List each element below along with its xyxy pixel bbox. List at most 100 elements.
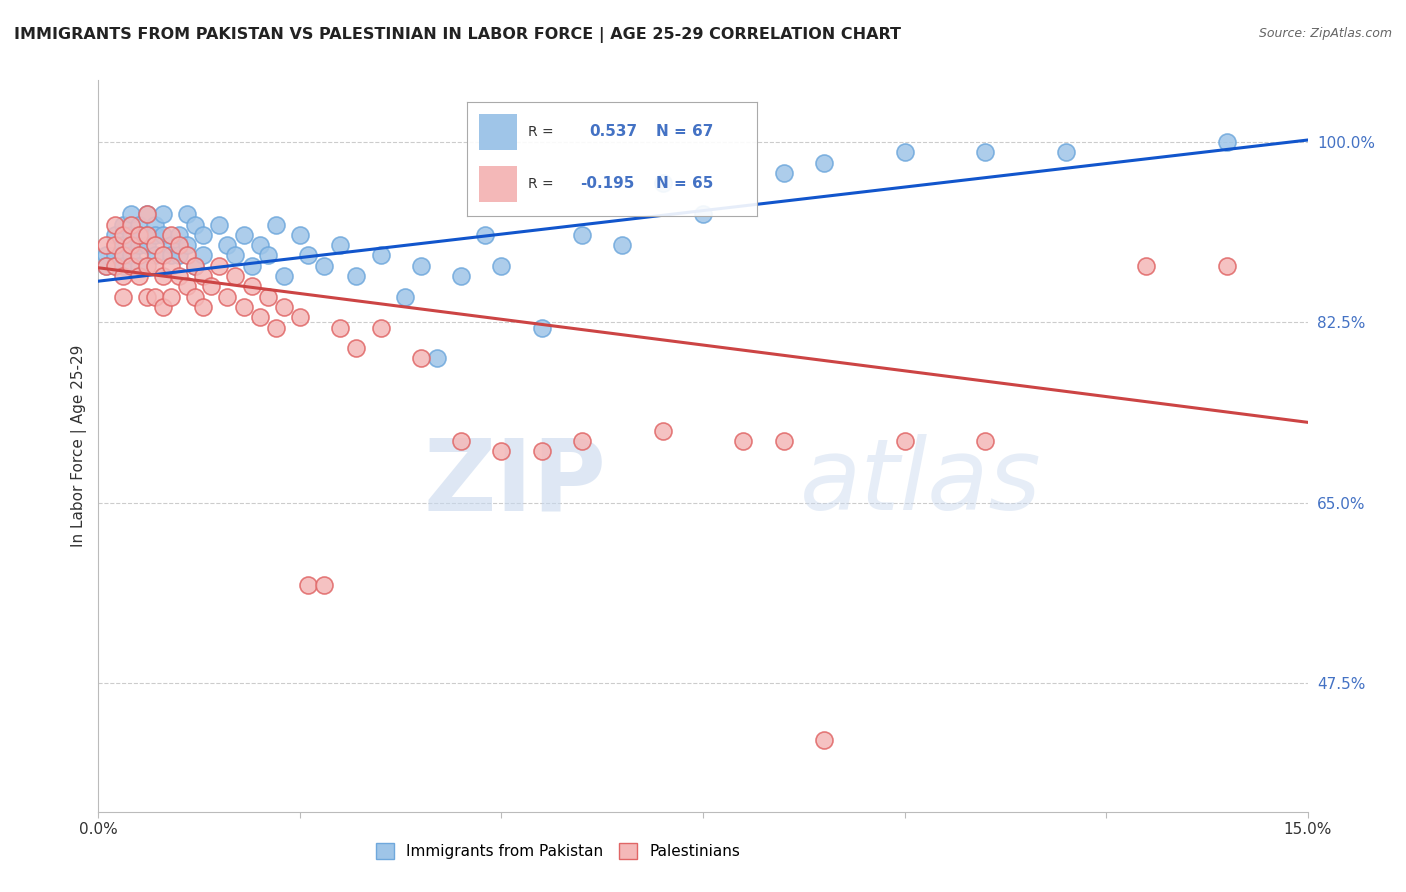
Point (111, 268, 134, 283)
Point (111, 218, 134, 232)
Point (491, 259, 513, 273)
Point (128, 268, 150, 283)
Point (152, 268, 174, 283)
Point (143, 238, 166, 252)
Point (394, 290, 416, 304)
Point (176, 279, 198, 293)
Point (329, 238, 352, 252)
Text: IMMIGRANTS FROM PAKISTAN VS PALESTINIAN IN LABOR FORCE | AGE 25-29 CORRELATION C: IMMIGRANTS FROM PAKISTAN VS PALESTINIAN … (14, 27, 901, 43)
Point (135, 259, 157, 273)
Point (530, 320, 553, 334)
Point (1135, 259, 1157, 273)
Point (152, 227, 174, 242)
Point (193, 300, 215, 314)
Point (111, 238, 134, 252)
Point (128, 227, 150, 242)
Point (813, 155, 835, 169)
Point (143, 227, 166, 242)
Point (111, 290, 134, 304)
Point (135, 238, 157, 252)
Point (193, 227, 215, 242)
Point (193, 248, 215, 262)
Point (813, 732, 835, 747)
Point (409, 259, 432, 273)
Point (135, 227, 157, 242)
Point (288, 227, 311, 242)
Point (96, 259, 118, 273)
Point (160, 259, 183, 273)
Point (249, 310, 271, 325)
Point (184, 259, 207, 273)
Point (120, 218, 142, 232)
Point (733, 434, 755, 448)
Point (120, 227, 142, 242)
Point (111, 248, 134, 262)
Legend: Immigrants from Pakistan, Palestinians: Immigrants from Pakistan, Palestinians (375, 843, 740, 859)
Point (128, 218, 150, 232)
Point (893, 434, 915, 448)
Point (314, 259, 336, 273)
Point (128, 259, 150, 273)
Point (974, 434, 997, 448)
Point (111, 248, 134, 262)
Y-axis label: In Labor Force | Age 25-29: In Labor Force | Age 25-29 (72, 345, 87, 547)
Point (256, 290, 278, 304)
Point (1216, 259, 1239, 273)
Point (128, 248, 150, 262)
Point (143, 218, 166, 232)
Point (450, 434, 472, 448)
Point (474, 227, 496, 242)
Point (1054, 145, 1077, 160)
Point (772, 166, 794, 180)
Point (273, 300, 295, 314)
Point (128, 238, 150, 252)
Point (120, 207, 142, 221)
Point (297, 578, 319, 592)
Text: Source: ZipAtlas.com: Source: ZipAtlas.com (1258, 27, 1392, 40)
Text: ZIP: ZIP (423, 434, 606, 531)
Point (120, 259, 142, 273)
Point (120, 238, 142, 252)
Point (224, 268, 246, 283)
Point (571, 227, 593, 242)
Point (167, 248, 190, 262)
Point (103, 259, 125, 273)
Point (96, 259, 118, 273)
Point (450, 268, 472, 283)
Point (329, 320, 352, 334)
Point (370, 248, 392, 262)
Point (893, 145, 915, 160)
Point (232, 227, 254, 242)
Point (344, 341, 367, 355)
Point (208, 259, 231, 273)
Point (152, 207, 174, 221)
Point (530, 444, 553, 458)
Point (120, 238, 142, 252)
Point (184, 259, 207, 273)
Point (143, 290, 166, 304)
Point (217, 238, 239, 252)
Point (111, 259, 134, 273)
Point (240, 259, 263, 273)
Point (232, 300, 254, 314)
Point (409, 351, 432, 366)
Point (772, 434, 794, 448)
Point (160, 248, 183, 262)
Point (370, 320, 392, 334)
Point (135, 227, 157, 242)
Point (264, 320, 287, 334)
Point (264, 218, 287, 232)
Point (491, 444, 513, 458)
Point (135, 290, 157, 304)
Point (344, 268, 367, 283)
Point (256, 248, 278, 262)
Point (143, 248, 166, 262)
Point (193, 268, 215, 283)
Point (143, 259, 166, 273)
Point (314, 578, 336, 592)
Point (103, 259, 125, 273)
Point (176, 207, 198, 221)
Point (103, 248, 125, 262)
Point (240, 279, 263, 293)
Point (128, 227, 150, 242)
